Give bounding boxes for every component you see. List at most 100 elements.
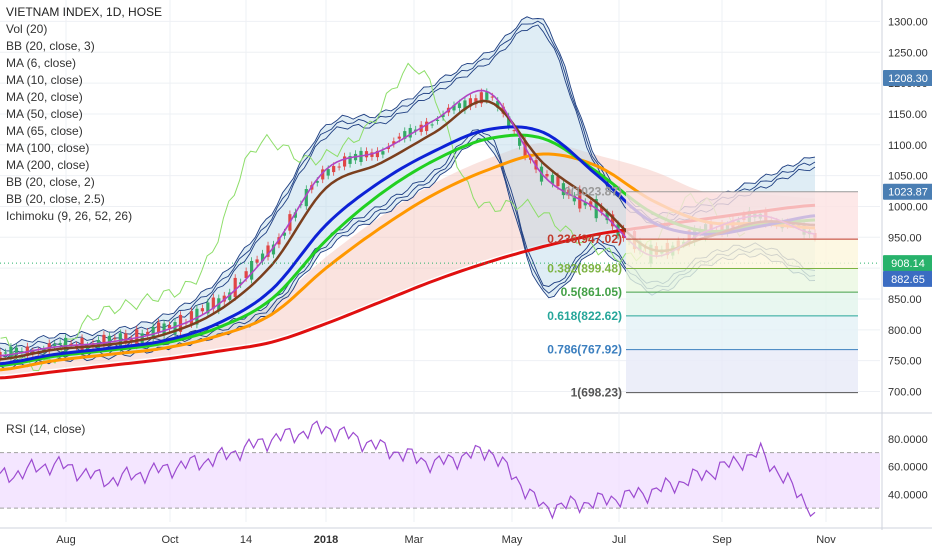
candle-body (485, 92, 489, 100)
fib-zone (626, 315, 858, 350)
candle-body (178, 314, 183, 332)
candle-body (326, 169, 330, 176)
time-tick-label: Aug (56, 534, 76, 546)
candle-body (430, 124, 434, 126)
candle-body (337, 166, 341, 168)
candle-body (545, 174, 549, 177)
candle-body (474, 98, 478, 105)
price-badge (883, 270, 932, 287)
candle-body (211, 297, 215, 309)
candle-body (496, 100, 500, 108)
rsi-line (0, 420, 816, 520)
candle-body (348, 156, 352, 164)
time-tick-label: Mar (405, 534, 424, 546)
candle-body (572, 195, 576, 202)
candle-body (468, 98, 473, 107)
candle-body (567, 189, 571, 196)
fib-level-label: 0.382(899.48) (547, 261, 622, 275)
rsi-band (0, 452, 880, 509)
candle-body (157, 322, 161, 333)
price-tick-label: 1300.00 (888, 16, 928, 28)
candle-body (441, 114, 445, 118)
ichimoku-cloud (0, 142, 815, 375)
time-tick-label: Nov (816, 534, 836, 546)
candle-body (293, 212, 297, 218)
time-tick-label: May (502, 534, 523, 546)
candle-body (271, 244, 276, 255)
candle-body (621, 228, 626, 239)
candle-body (53, 344, 57, 347)
candle-body (611, 214, 615, 227)
bollinger-band-fill (0, 16, 815, 369)
candle-body (173, 322, 177, 334)
candle-body (589, 201, 593, 207)
fib-zone (626, 239, 858, 269)
fib-level-label: 0.5(861.05) (561, 285, 622, 299)
candle-body (239, 282, 243, 285)
candle-body (403, 131, 407, 139)
candle-body (58, 342, 62, 345)
time-tick-label: 2018 (314, 534, 338, 546)
price-tick-label: 1000.00 (888, 201, 928, 213)
candle-body (518, 137, 522, 146)
candle-body (425, 121, 429, 132)
candle-body (9, 346, 13, 358)
rsi-tick-label: 60.0000 (888, 462, 928, 474)
price-tick-label: 1150.00 (888, 109, 927, 121)
time-tick-label: Jul (612, 534, 626, 546)
candle-body (605, 212, 609, 221)
candle-body (74, 345, 79, 347)
fib-level-label: 1(698.23) (571, 386, 622, 400)
candle-body (463, 100, 467, 111)
rsi-pane (0, 420, 880, 520)
fib-zone (626, 349, 858, 393)
candle-body (457, 103, 462, 109)
rsi-tick-label: 40.0000 (888, 489, 928, 501)
candle-body (167, 325, 172, 329)
candle-body (332, 166, 336, 173)
candle-body (20, 351, 24, 353)
candle-body (392, 141, 396, 144)
price-tick-label: 700.00 (888, 386, 922, 398)
candle-body (124, 333, 128, 344)
candle-body (583, 202, 587, 206)
fib-zone (626, 268, 858, 293)
fib-level-label: 0.618(822.62) (547, 309, 622, 323)
candle-body (69, 343, 73, 346)
candle-body (47, 343, 51, 351)
candle-body (14, 347, 19, 356)
fib-zone (626, 292, 858, 316)
fib-level-label: 0(1023.87) (564, 185, 622, 199)
candle-body (255, 259, 259, 263)
fib-level-label: 0.786(767.92) (547, 343, 622, 357)
candle-body (550, 174, 555, 184)
candle-body (479, 92, 483, 104)
price-badge-label: 1023.87 (888, 187, 928, 199)
candle-body (452, 105, 456, 111)
candle-body (206, 302, 210, 314)
axes: 1300.001250.001200.001150.001100.001050.… (56, 16, 932, 546)
price-badge (883, 183, 932, 200)
candle-body (222, 295, 226, 302)
price-tick-label: 750.00 (888, 356, 922, 368)
candle-body (512, 130, 516, 132)
price-badge-label: 908.14 (891, 258, 925, 270)
time-tick-label: 14 (240, 534, 252, 546)
fibonacci-retracement: 0(1023.87) 0.236(947.02) 0.382(899.48) 0.5(… (547, 185, 858, 400)
candle-body (397, 136, 401, 139)
candle-body (151, 326, 155, 338)
price-tick-label: 950.00 (888, 232, 922, 244)
candle-body (140, 333, 144, 344)
candle-body (129, 339, 133, 341)
candle-body (102, 334, 106, 344)
candle-body (3, 352, 8, 354)
price-tick-label: 850.00 (888, 294, 922, 306)
candle-body (107, 335, 111, 345)
candle-body (381, 151, 385, 155)
candle-body (113, 338, 117, 340)
candle-body (304, 189, 308, 207)
candle-body (189, 311, 194, 325)
candle-body (321, 169, 325, 180)
rsi-legend[interactable]: RSI (14, close) (6, 422, 86, 436)
